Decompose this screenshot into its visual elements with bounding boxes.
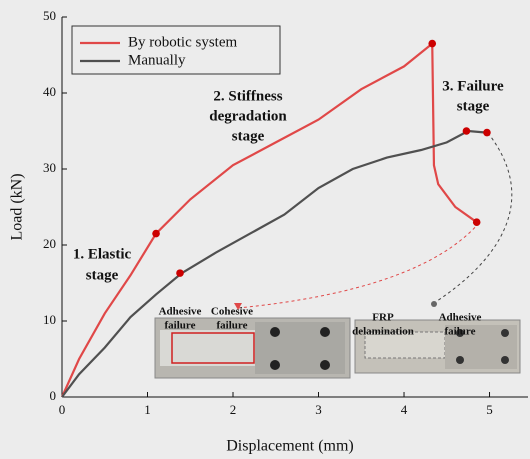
annotation: FRP xyxy=(372,312,394,324)
marker xyxy=(176,269,184,277)
legend xyxy=(71,25,281,75)
annotation: delamination xyxy=(352,326,414,338)
photo-inset-2 xyxy=(354,319,521,374)
annotation: Adhesive xyxy=(159,306,202,318)
leader-red xyxy=(237,222,480,309)
y-tick-label: 40 xyxy=(43,84,56,99)
annotation: 3. Failure xyxy=(442,78,504,94)
annotation: Cohesive xyxy=(211,306,253,318)
annotation: 1. Elastic xyxy=(73,246,132,262)
x-tick-label: 0 xyxy=(59,402,66,417)
leader-dot xyxy=(431,301,437,307)
y-tick-label: 30 xyxy=(43,160,56,175)
x-tick-label: 4 xyxy=(401,402,408,417)
marker xyxy=(462,127,471,135)
legend-label: By robotic system xyxy=(128,34,237,50)
x-tick-label: 1 xyxy=(144,402,151,417)
series-line xyxy=(60,41,478,398)
marker xyxy=(483,128,491,137)
annotation: failure xyxy=(217,320,248,332)
x-tick-label: 5 xyxy=(486,402,493,417)
x-tick-label: 2 xyxy=(230,402,237,417)
annotation: degradation xyxy=(209,108,287,124)
annotation: Adhesive xyxy=(439,312,482,324)
y-tick-label: 0 xyxy=(50,388,57,403)
annotation: stage xyxy=(232,128,265,144)
annotation: failure xyxy=(445,326,476,338)
series-line xyxy=(61,129,486,398)
x-tick-label: 3 xyxy=(315,402,322,417)
y-axis-label: Load (kN) xyxy=(9,173,26,240)
marker xyxy=(152,229,160,238)
legend-label: Manually xyxy=(128,52,186,68)
marker xyxy=(428,39,437,48)
annotation: 2. Stiffness xyxy=(213,88,282,104)
y-tick-label: 20 xyxy=(43,236,56,251)
annotation: failure xyxy=(165,320,196,332)
leader-arrow xyxy=(234,303,242,310)
annotation: stage xyxy=(457,98,490,114)
marker xyxy=(472,218,481,226)
y-tick-label: 10 xyxy=(43,312,56,327)
annotation: stage xyxy=(86,267,119,283)
x-axis-label: Displacement (mm) xyxy=(226,438,354,455)
photo-inset-1 xyxy=(154,317,351,379)
y-tick-label: 50 xyxy=(43,8,56,23)
